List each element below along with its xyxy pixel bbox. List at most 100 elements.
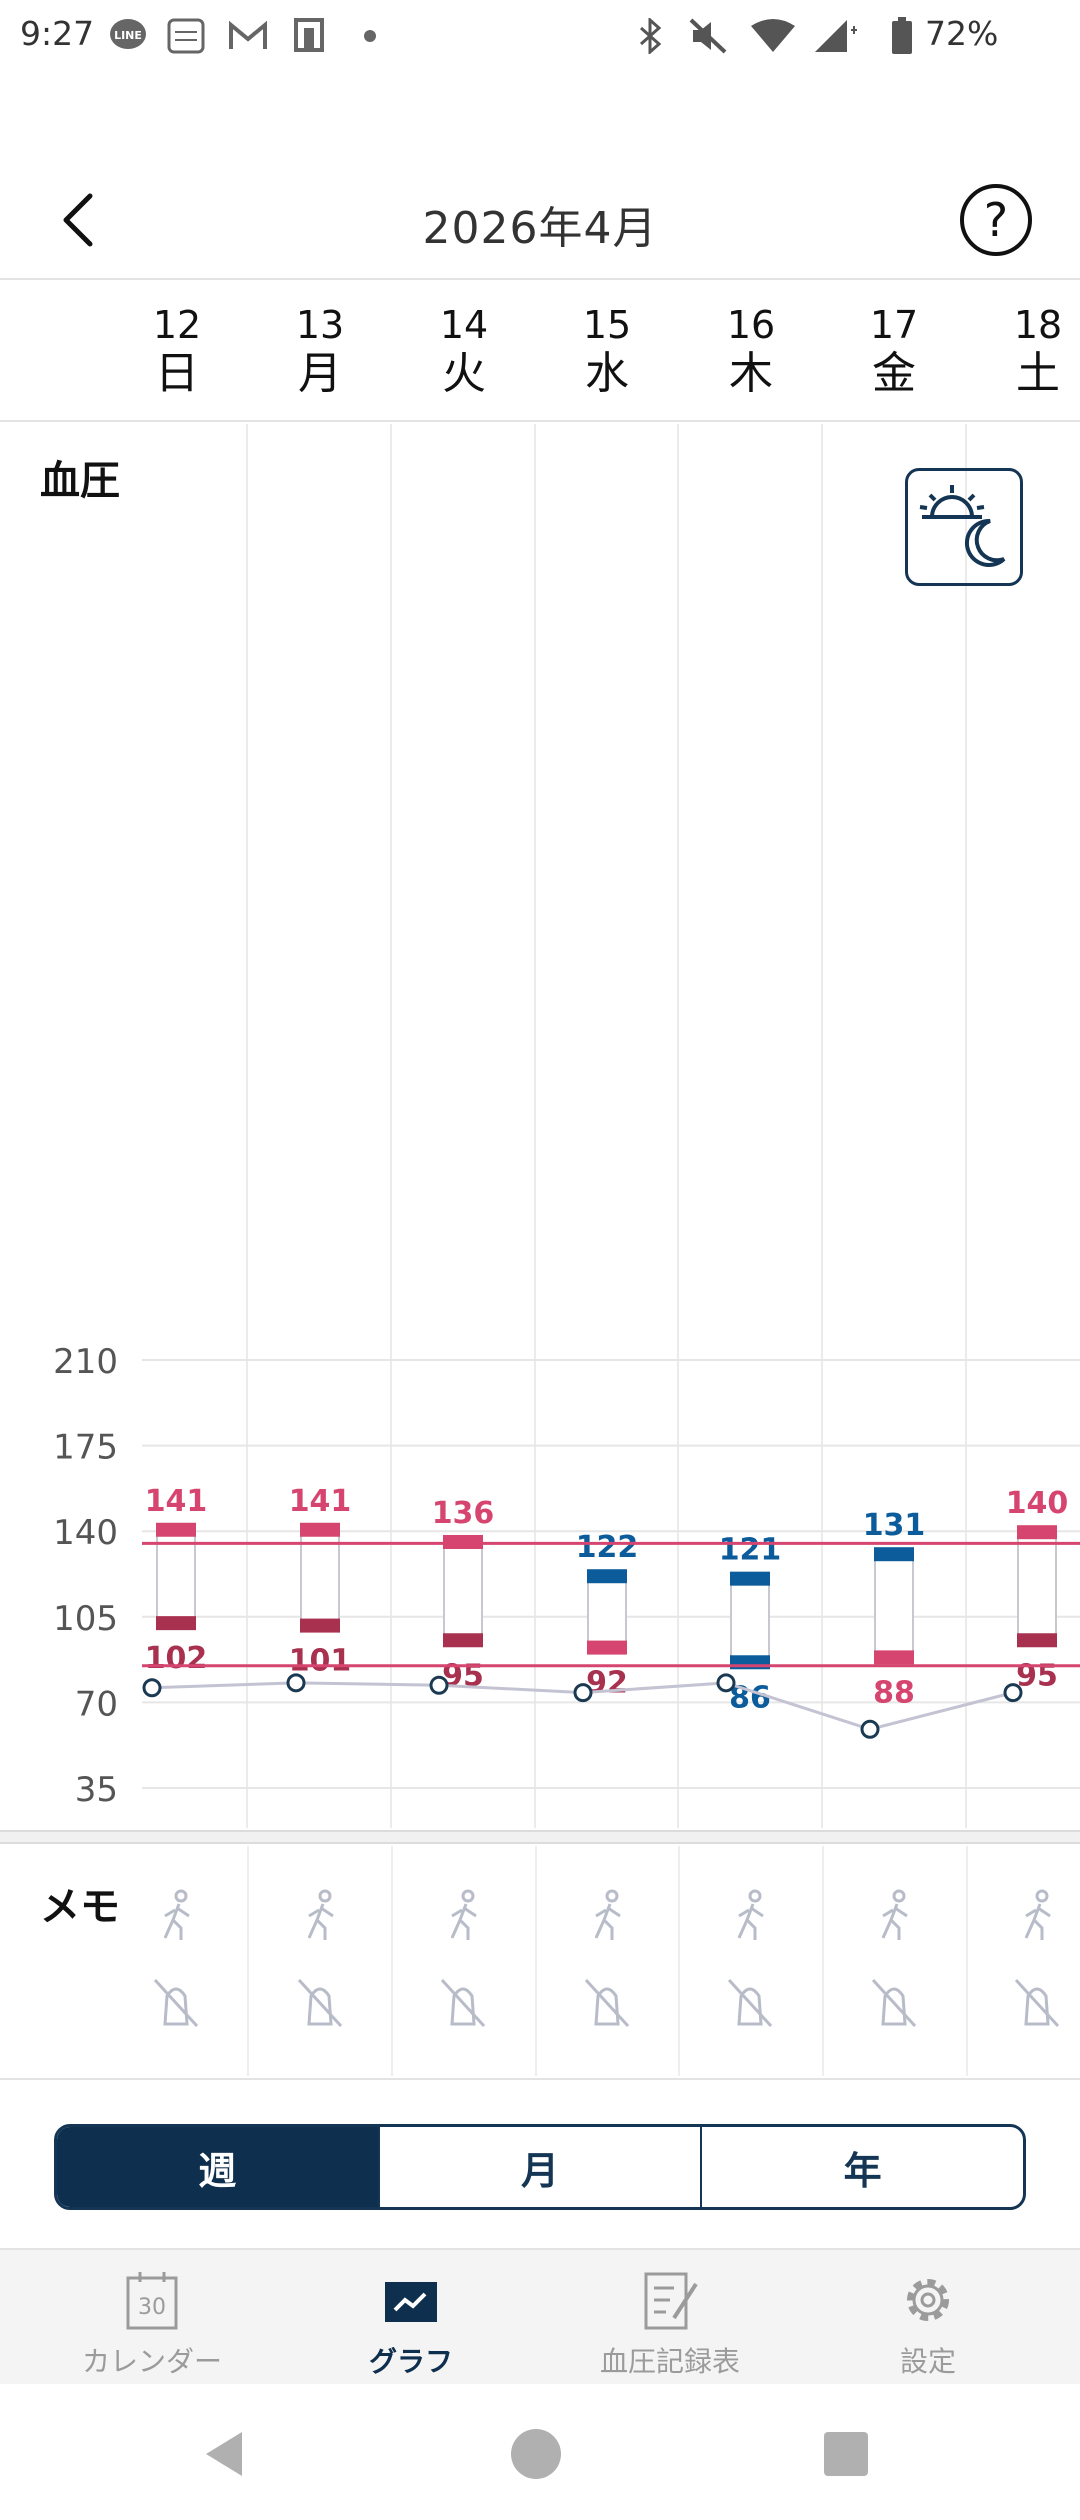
omron-connect-icon — [166, 18, 206, 54]
y-tick-label: 70 — [75, 1684, 118, 1724]
day-weekday: 水 — [585, 348, 629, 399]
day-header-13[interactable]: 13 月 — [260, 302, 380, 400]
meal-icon[interactable] — [151, 2050, 201, 2076]
battery-percentage: 72% — [925, 14, 999, 53]
no-salt-icon[interactable] — [151, 1974, 201, 2030]
no-salt-icon[interactable] — [438, 1974, 488, 2030]
no-salt-icon[interactable] — [1012, 1974, 1062, 2030]
battery-icon — [888, 17, 916, 54]
system-recents-button[interactable] — [816, 2424, 876, 2484]
diastolic-cap — [443, 1633, 483, 1648]
system-navigation-bar — [0, 2384, 1080, 2520]
meal-icon[interactable] — [1012, 2050, 1062, 2076]
day-number: 12 — [152, 303, 202, 347]
day-header-16[interactable]: 16 木 — [691, 302, 811, 400]
bottom-navigation: 30 カレンダー グラフ 血圧記録表 設定 — [0, 2248, 1080, 2384]
wifi-icon — [748, 18, 798, 54]
systolic-cap — [156, 1522, 196, 1537]
help-button[interactable]: ? — [960, 184, 1032, 256]
no-salt-icon[interactable] — [869, 1974, 919, 2030]
meal-icon[interactable] — [295, 2050, 345, 2076]
systolic-cap — [1017, 1525, 1057, 1540]
blood-pressure-chart[interactable]: 210 175 140 105 70 35 141 102 141 101 136 95 122 92 12… — [0, 424, 1080, 1828]
day-number: 16 — [726, 303, 776, 347]
week-day-header: 12 日 13 月 14 火 15 水 16 木 17 金 18 土 — [0, 282, 1080, 422]
triangle-back-icon — [206, 2432, 242, 2476]
y-tick-label: 210 — [53, 1342, 118, 1382]
status-time: 9:27 — [20, 14, 95, 53]
segment-month[interactable]: 月 — [377, 2127, 701, 2207]
chevron-left-icon — [63, 193, 93, 247]
memo-column-separator — [822, 1846, 824, 2076]
systolic-cap — [874, 1547, 914, 1562]
walking-icon[interactable] — [151, 1888, 201, 1944]
question-mark-icon: ? — [983, 193, 1009, 247]
bluetooth-icon — [632, 18, 668, 54]
systolic-cap — [300, 1522, 340, 1537]
day-header-18[interactable]: 18 土 — [978, 302, 1080, 400]
day-weekday: 金 — [872, 348, 916, 399]
dot-icon — [360, 18, 380, 54]
nav-graph-label: グラフ — [368, 2345, 453, 2378]
diastolic-value-label: 101 — [289, 1644, 352, 1679]
diastolic-value-label: 102 — [145, 1641, 208, 1676]
day-header-14[interactable]: 14 火 — [404, 302, 524, 400]
record-sheet-icon — [644, 2272, 698, 2330]
day-weekday: 月 — [298, 348, 342, 399]
line-icon: LINE — [108, 18, 148, 54]
pulse-point — [860, 1719, 880, 1739]
systolic-value-label: 122 — [576, 1530, 639, 1565]
bp-range-bar — [874, 1552, 914, 1660]
y-tick-label: 35 — [75, 1770, 118, 1810]
memo-column-separator — [535, 1846, 537, 2076]
meal-icon[interactable] — [438, 2050, 488, 2076]
day-header-15[interactable]: 15 水 — [547, 302, 667, 400]
day-weekday: 火 — [442, 348, 486, 399]
morning-evening-toggle-button[interactable] — [905, 468, 1023, 586]
day-number: 15 — [582, 303, 632, 347]
day-number: 17 — [869, 303, 919, 347]
systolic-value-label: 136 — [432, 1496, 495, 1531]
meal-icon[interactable] — [582, 2050, 632, 2076]
bp-range-bar — [730, 1576, 770, 1665]
day-header-17[interactable]: 17 金 — [834, 302, 954, 400]
walking-icon[interactable] — [869, 1888, 919, 1944]
nav-settings-label: 設定 — [899, 2345, 956, 2378]
no-salt-icon[interactable] — [582, 1974, 632, 2030]
segment-week[interactable]: 週 — [57, 2127, 378, 2207]
day-weekday: 土 — [1016, 348, 1060, 399]
pulse-point — [142, 1678, 162, 1698]
day-number: 13 — [295, 303, 345, 347]
nav-calendar[interactable]: 30 カレンダー — [17, 2250, 287, 2386]
systolic-cap — [587, 1569, 627, 1584]
walking-icon[interactable] — [438, 1888, 488, 1944]
nav-settings[interactable]: 設定 — [793, 2250, 1063, 2386]
nav-graph[interactable]: グラフ — [276, 2250, 546, 2386]
day-number: 18 — [1013, 303, 1063, 347]
meal-icon[interactable] — [869, 2050, 919, 2076]
meal-icon[interactable] — [725, 2050, 775, 2076]
diastolic-value-label: 92 — [586, 1666, 628, 1701]
systolic-value-label: 141 — [145, 1484, 208, 1519]
walking-icon[interactable] — [295, 1888, 345, 1944]
walking-icon[interactable] — [725, 1888, 775, 1944]
y-tick-label: 140 — [53, 1513, 118, 1553]
walking-icon[interactable] — [1012, 1888, 1062, 1944]
period-segmented-control: 週 月 年 — [54, 2124, 1026, 2210]
nav-records-label: 血圧記録表 — [599, 2345, 740, 2378]
page-title: 2026年4月 — [422, 203, 658, 254]
day-header-12[interactable]: 12 日 — [117, 302, 237, 400]
y-tick-label: 105 — [53, 1599, 118, 1639]
no-salt-icon[interactable] — [725, 1974, 775, 2030]
nav-records[interactable]: 血圧記録表 — [535, 2250, 805, 2386]
system-home-button[interactable] — [506, 2424, 566, 2484]
no-salt-icon[interactable] — [295, 1974, 345, 2030]
walking-icon[interactable] — [582, 1888, 632, 1944]
segment-year[interactable]: 年 — [700, 2127, 1023, 2207]
system-back-button[interactable] — [196, 2424, 256, 2484]
app-header: 2026年4月 ? — [0, 150, 1080, 280]
back-button[interactable] — [50, 190, 110, 250]
svg-text:LINE: LINE — [114, 29, 142, 42]
calendar-icon: 30 — [126, 2272, 178, 2330]
